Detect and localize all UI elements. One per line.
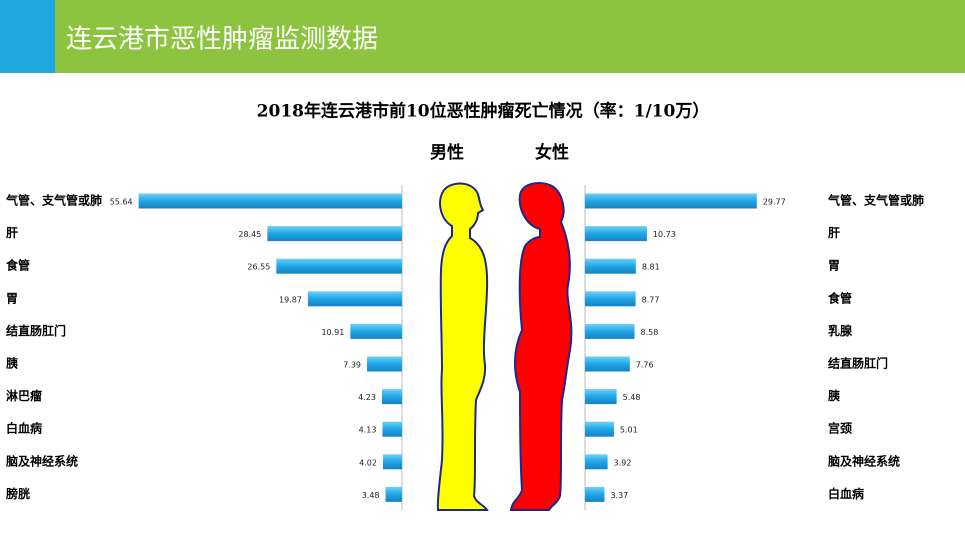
bar <box>382 454 402 470</box>
bar <box>367 356 402 372</box>
bar <box>138 193 402 209</box>
value-label: 10.73 <box>653 230 676 239</box>
bar <box>585 389 617 405</box>
category-label: 肝 <box>6 225 18 240</box>
bar <box>382 421 402 437</box>
chart-title: 2018年连云港市前10位恶性肿瘤死亡情况（率：1/10万） <box>257 101 710 122</box>
category-label: 乳腺 <box>828 323 853 338</box>
bar <box>585 356 630 372</box>
category-label: 气管、支气管或肺 <box>5 193 102 208</box>
category-label: 白血病 <box>828 486 864 501</box>
header-title: 连云港市恶性肿瘤监测数据 <box>66 25 378 55</box>
value-label: 5.48 <box>623 393 641 402</box>
header-accent <box>0 0 55 73</box>
value-label: 29.77 <box>763 198 786 207</box>
gender-label: 男性 <box>430 142 464 163</box>
category-label: 食管 <box>827 290 852 305</box>
value-label: 3.92 <box>614 458 632 467</box>
category-label: 淋巴瘤 <box>6 388 42 403</box>
bar <box>350 323 402 339</box>
bar <box>267 226 402 242</box>
category-label: 结直肠肛门 <box>6 323 66 338</box>
category-label: 脑及神经系统 <box>827 453 900 468</box>
category-label: 宫颈 <box>828 421 852 436</box>
category-label: 食管 <box>5 258 30 273</box>
bar <box>385 486 402 502</box>
value-label: 7.76 <box>636 361 654 370</box>
bar <box>585 291 636 307</box>
value-label: 19.87 <box>279 295 302 304</box>
bar <box>585 258 636 274</box>
header-bar <box>0 0 965 73</box>
bar <box>585 323 635 339</box>
value-label: 28.45 <box>238 230 261 239</box>
category-label: 气管、支气管或肺 <box>827 193 924 208</box>
category-label: 胃 <box>6 291 18 305</box>
value-label: 4.02 <box>359 458 377 467</box>
value-label: 4.23 <box>358 393 376 402</box>
bar <box>585 421 614 437</box>
bar <box>276 258 402 274</box>
female-silhouette <box>509 182 573 511</box>
bar <box>585 193 757 209</box>
bar <box>307 291 402 307</box>
value-label: 3.48 <box>362 491 380 500</box>
bar <box>585 486 605 502</box>
gender-label: 女性 <box>535 142 569 163</box>
value-label: 8.81 <box>642 263 660 272</box>
value-label: 10.91 <box>321 328 344 337</box>
category-label: 膀胱 <box>5 486 30 501</box>
bar <box>585 454 608 470</box>
value-label: 3.37 <box>610 491 628 500</box>
category-label: 肝 <box>828 225 840 240</box>
value-label: 8.77 <box>642 295 660 304</box>
bar <box>381 389 402 405</box>
value-label: 4.13 <box>359 426 377 435</box>
bar <box>585 226 647 242</box>
male-silhouette <box>436 182 489 511</box>
value-label: 8.58 <box>641 328 659 337</box>
value-label: 55.64 <box>110 198 133 207</box>
category-label: 胃 <box>828 259 840 273</box>
category-label: 白血病 <box>6 421 42 436</box>
value-label: 5.01 <box>620 426 638 435</box>
category-label: 胰 <box>828 388 840 403</box>
value-label: 7.39 <box>343 361 361 370</box>
category-label: 胰 <box>6 356 18 371</box>
category-label: 结直肠肛门 <box>828 356 888 371</box>
value-label: 26.55 <box>247 263 270 272</box>
category-label: 脑及神经系统 <box>5 453 78 468</box>
